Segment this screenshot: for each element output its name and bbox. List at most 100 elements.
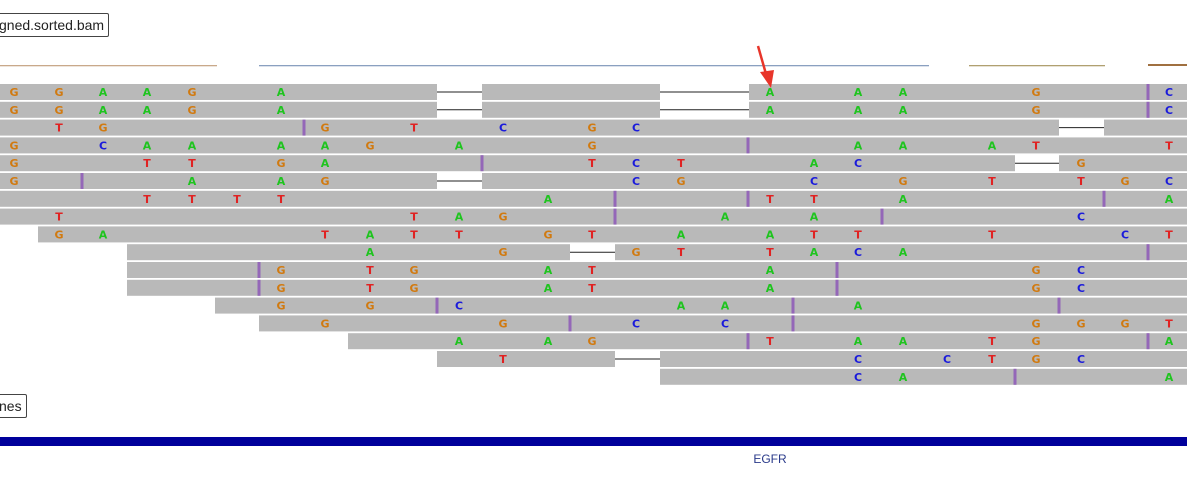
egfr-gene-feature[interactable]	[0, 437, 1187, 446]
mismatch-base-A: A	[899, 86, 908, 99]
read-segment[interactable]	[749, 84, 1187, 100]
mismatch-base-A: A	[277, 139, 286, 152]
read-segment[interactable]	[127, 262, 1187, 278]
read-segment[interactable]	[127, 279, 1187, 296]
mismatch-base-G: G	[1031, 264, 1040, 277]
mismatch-base-T: T	[810, 193, 818, 206]
insertion-marker[interactable]	[835, 279, 839, 296]
read-segment[interactable]	[0, 84, 437, 100]
read-segment[interactable]	[0, 208, 1187, 225]
gene-track-label[interactable]: nes	[0, 394, 27, 418]
insertion-marker[interactable]	[746, 190, 750, 207]
read-segment[interactable]	[482, 101, 660, 118]
mismatch-base-A: A	[277, 86, 286, 99]
read-segment[interactable]	[660, 368, 1187, 385]
mismatch-base-T: T	[988, 175, 996, 188]
read-segment[interactable]	[259, 315, 1187, 332]
mismatch-base-G: G	[54, 104, 63, 117]
insertion-marker[interactable]	[1057, 297, 1061, 314]
mismatch-base-T: T	[766, 193, 774, 206]
insertion-marker[interactable]	[257, 262, 261, 278]
insertion-marker[interactable]	[302, 119, 306, 136]
read-segment[interactable]	[615, 244, 1187, 261]
mismatch-base-C: C	[1121, 228, 1129, 241]
mismatch-base-G: G	[409, 264, 418, 277]
mismatch-base-C: C	[810, 175, 818, 188]
mismatch-base-A: A	[899, 139, 908, 152]
alignment-track-label[interactable]: gned.sorted.bam	[0, 13, 110, 37]
mismatch-base-C: C	[943, 353, 951, 366]
read-segment[interactable]	[127, 244, 570, 261]
insertion-marker[interactable]	[568, 315, 572, 332]
read-segment[interactable]	[1104, 119, 1187, 136]
insertion-marker[interactable]	[613, 208, 617, 225]
insertion-marker[interactable]	[1146, 84, 1150, 100]
insertion-marker[interactable]	[1013, 368, 1017, 385]
read-segment[interactable]	[749, 101, 1187, 118]
mismatch-base-G: G	[187, 104, 196, 117]
mismatch-base-A: A	[321, 139, 330, 152]
mismatch-base-C: C	[455, 300, 463, 313]
read-segment[interactable]	[660, 351, 1187, 367]
mismatch-base-C: C	[1165, 104, 1173, 117]
read-segment[interactable]	[437, 351, 615, 367]
mismatch-base-G: G	[365, 139, 374, 152]
mismatch-base-G: G	[587, 122, 596, 135]
insertion-marker[interactable]	[835, 262, 839, 278]
insertion-marker[interactable]	[880, 208, 884, 225]
alignment-reads-panel[interactable]: G G A A G A A A A G CG G A A G A A A A G CT G G T C G CG C A A A A G A G A A…	[0, 0, 1187, 400]
insertion-marker[interactable]	[1146, 244, 1150, 261]
mismatch-base-G: G	[409, 282, 418, 295]
insertion-marker[interactable]	[1146, 101, 1150, 118]
read-segment[interactable]	[482, 173, 1187, 189]
mismatch-base-T: T	[988, 228, 996, 241]
read-segment[interactable]	[38, 226, 1187, 243]
insertion-marker[interactable]	[435, 297, 439, 314]
insertion-marker[interactable]	[1146, 333, 1150, 350]
read-segment[interactable]	[348, 333, 1187, 350]
insertion-marker[interactable]	[791, 315, 795, 332]
read-segment[interactable]	[0, 173, 437, 189]
mismatch-base-A: A	[810, 211, 819, 224]
mismatch-base-A: A	[854, 300, 863, 313]
mismatch-base-T: T	[366, 282, 374, 295]
mismatch-base-T: T	[321, 228, 329, 241]
insertion-marker[interactable]	[613, 190, 617, 207]
insertion-marker[interactable]	[1102, 190, 1106, 207]
read-segment[interactable]	[0, 119, 1059, 136]
insertion-marker[interactable]	[791, 297, 795, 314]
read-segment[interactable]	[482, 84, 660, 100]
insertion-marker[interactable]	[746, 137, 750, 154]
mismatch-base-C: C	[854, 353, 862, 366]
mismatch-base-A: A	[143, 139, 152, 152]
read-segment[interactable]	[0, 137, 1187, 154]
insertion-marker[interactable]	[480, 155, 484, 172]
mismatch-base-A: A	[988, 139, 997, 152]
read-segment[interactable]	[0, 190, 1187, 207]
mismatch-base-T: T	[55, 122, 63, 135]
read-segment[interactable]	[0, 101, 437, 118]
insertion-marker[interactable]	[746, 333, 750, 350]
read-segment[interactable]	[0, 155, 1015, 172]
insertion-marker[interactable]	[80, 173, 84, 189]
read-segment[interactable]	[1059, 155, 1187, 172]
insertion-marker[interactable]	[257, 279, 261, 296]
read-segment[interactable]	[215, 297, 1187, 314]
